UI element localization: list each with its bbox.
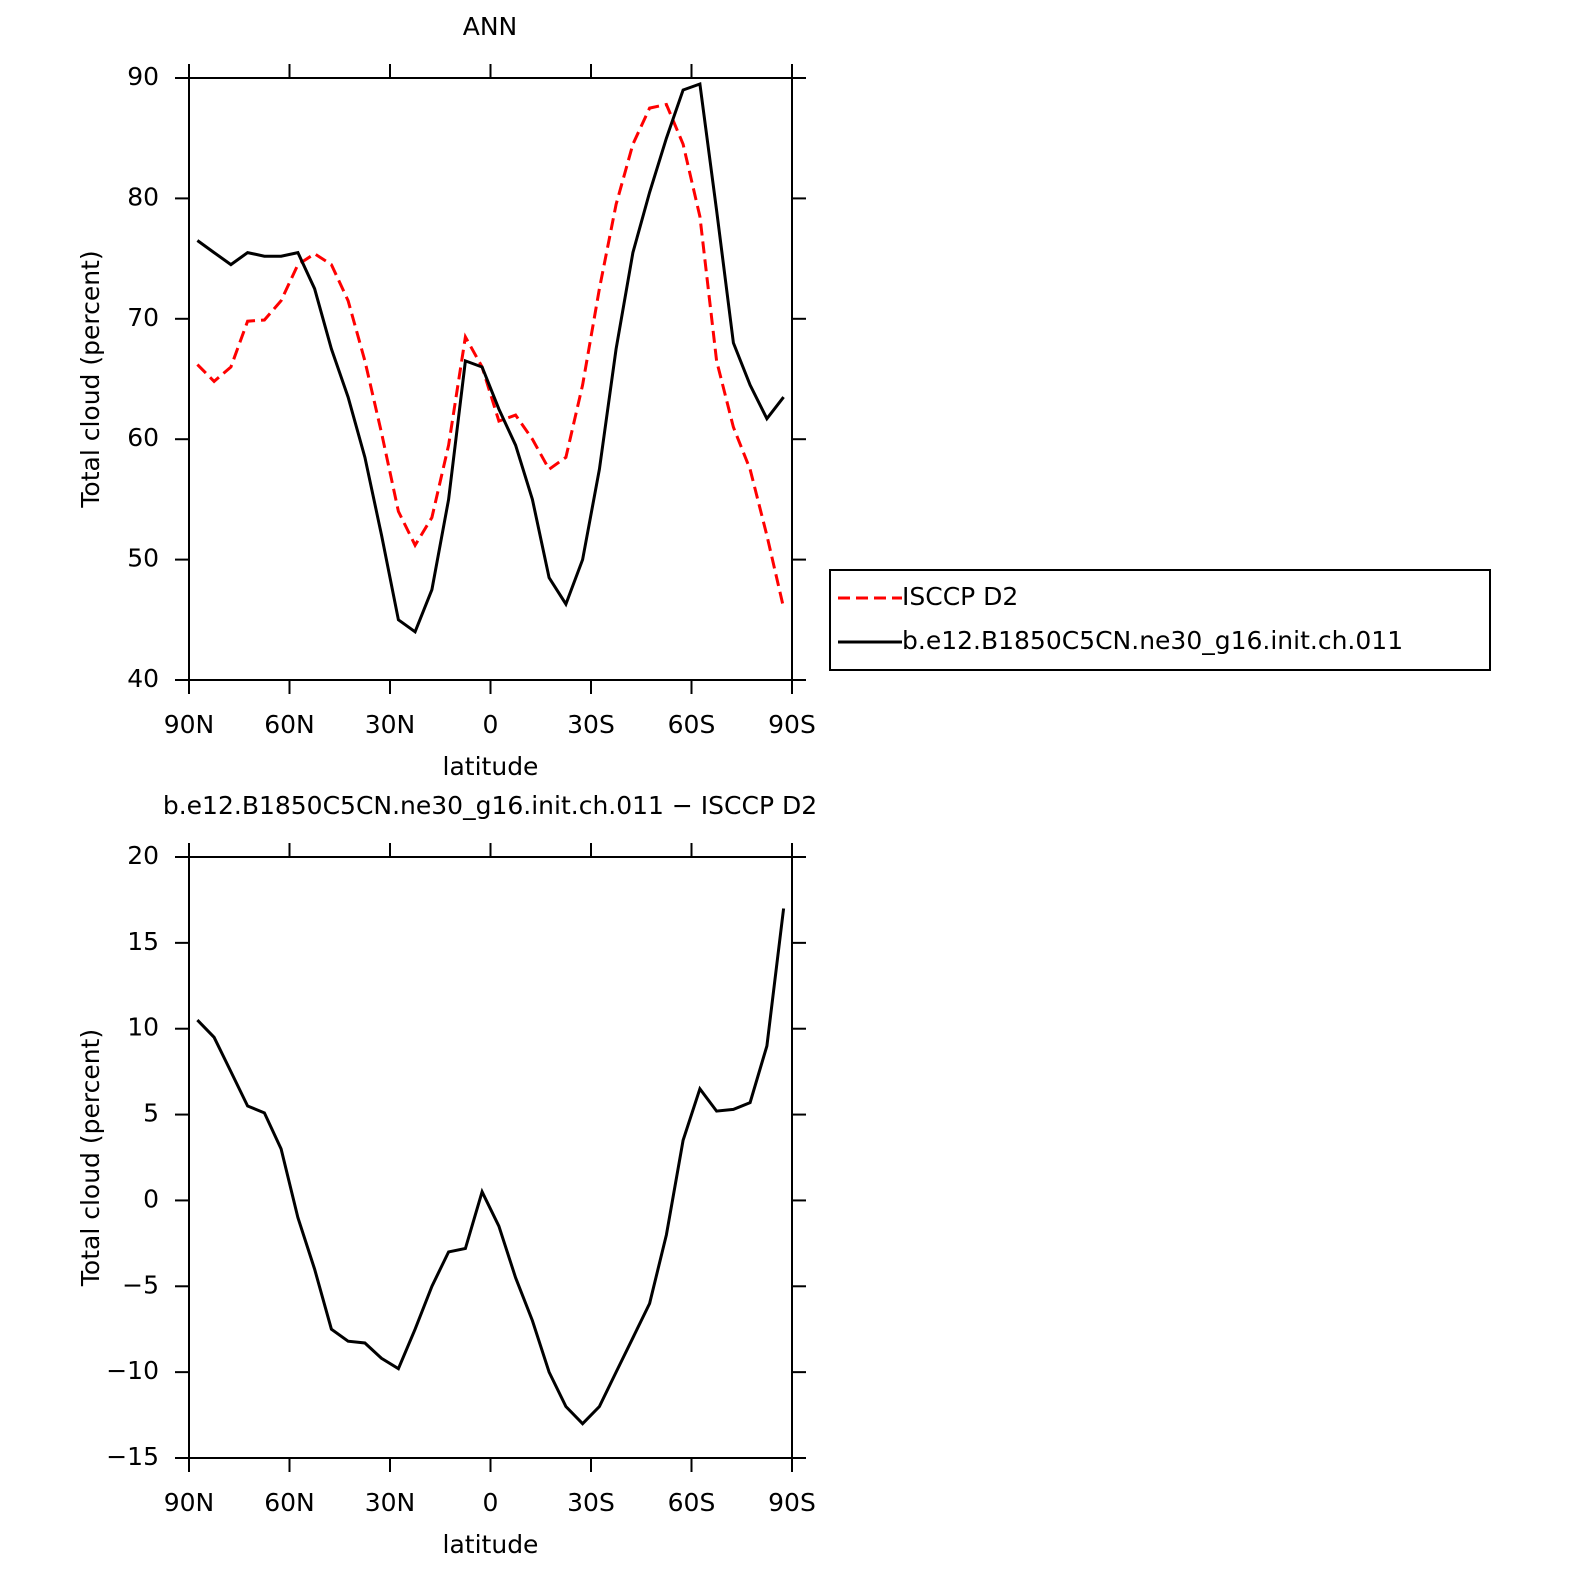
- x-tick-label: 90N: [164, 710, 215, 739]
- x-tick-label: 60S: [668, 710, 716, 739]
- y-tick-label: 60: [127, 423, 159, 452]
- y-tick-label: −5: [122, 1270, 159, 1299]
- chart-title: ANN: [463, 12, 518, 41]
- legend-box: [829, 569, 1491, 671]
- y-tick-label: 20: [127, 841, 159, 870]
- x-tick-label: 60S: [668, 1488, 716, 1517]
- x-axis-label: latitude: [443, 752, 539, 781]
- series-line: [196, 908, 786, 1426]
- y-tick-label: 10: [127, 1013, 159, 1042]
- x-tick-label: 60N: [264, 710, 315, 739]
- y-tick-label: 80: [127, 182, 159, 211]
- y-tick-label: 70: [127, 303, 159, 332]
- series-line: [196, 102, 786, 609]
- plot-frame: [188, 77, 793, 681]
- x-tick-label: 0: [483, 1488, 499, 1517]
- y-tick-label: 0: [143, 1184, 159, 1213]
- legend-label: b.e12.B1850C5CN.ne30_g16.init.ch.011: [902, 626, 1403, 655]
- x-tick-label: 30S: [567, 710, 615, 739]
- y-axis-label: Total cloud (percent): [76, 1029, 105, 1287]
- y-tick-label: 5: [143, 1099, 159, 1128]
- y-tick-label: 40: [127, 664, 159, 693]
- series-line: [196, 81, 785, 635]
- x-tick-label: 30S: [567, 1488, 615, 1517]
- y-tick-label: 15: [127, 927, 159, 956]
- x-tick-label: 90S: [768, 1488, 816, 1517]
- x-tick-label: 30N: [365, 710, 416, 739]
- plot-frame: [188, 856, 793, 1459]
- legend-label: ISCCP D2: [902, 582, 1018, 611]
- x-tick-label: 0: [483, 710, 499, 739]
- y-tick-label: 50: [127, 544, 159, 573]
- chart-title: b.e12.B1850C5CN.ne30_g16.init.ch.011 − I…: [163, 791, 817, 820]
- y-axis-label: Total cloud (percent): [76, 250, 105, 508]
- y-tick-label: −10: [106, 1356, 159, 1385]
- x-tick-label: 90N: [164, 1488, 215, 1517]
- x-tick-label: 30N: [365, 1488, 416, 1517]
- x-axis-label: latitude: [443, 1530, 539, 1559]
- y-tick-label: −15: [106, 1442, 159, 1471]
- y-tick-label: 90: [127, 62, 159, 91]
- x-tick-label: 60N: [264, 1488, 315, 1517]
- x-tick-label: 90S: [768, 710, 816, 739]
